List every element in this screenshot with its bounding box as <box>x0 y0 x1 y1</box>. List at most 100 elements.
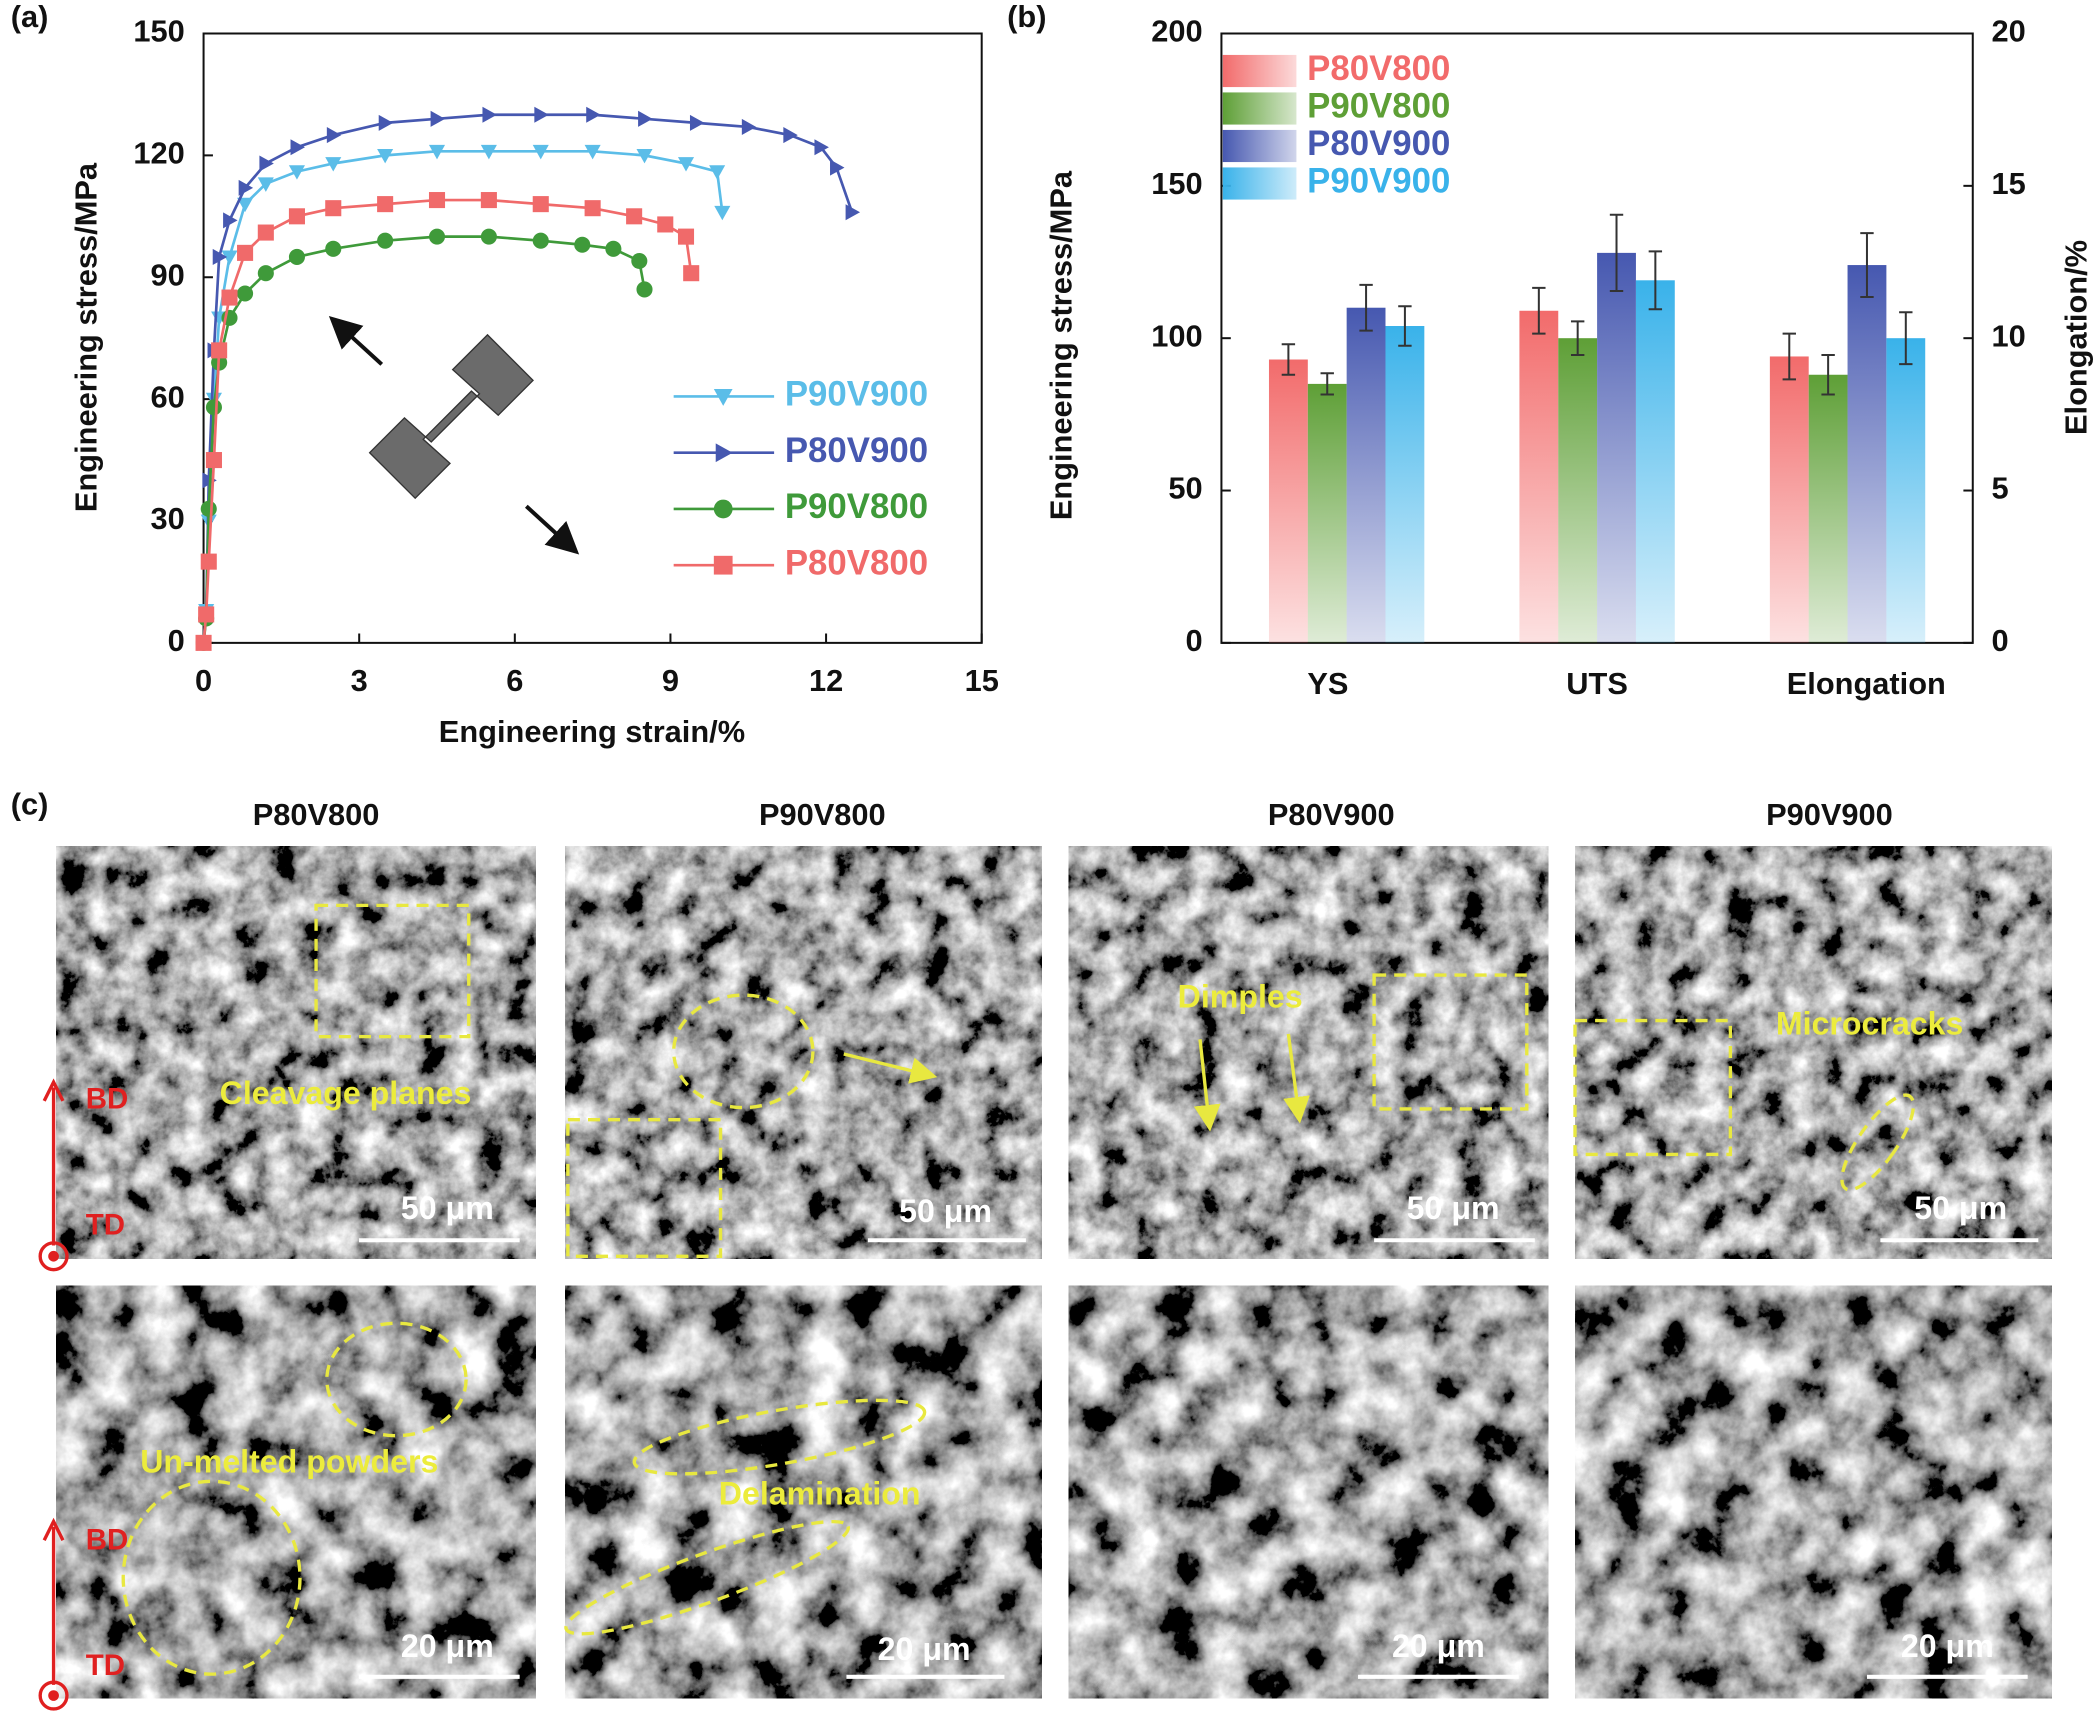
marker <box>715 443 733 463</box>
y2-tick-label: 20 <box>1992 14 2026 49</box>
error-bar <box>1281 343 1296 376</box>
marker <box>605 240 622 257</box>
panel-b: (b) Engineering stress/MPa Elongation/% … <box>1007 0 2094 701</box>
scale-bars <box>358 1238 2039 1679</box>
marker <box>205 452 222 469</box>
scale-label: 20 μm <box>1901 1628 1994 1664</box>
x-tick-label: 0 <box>195 663 212 698</box>
marker <box>257 177 274 192</box>
y-tick-label: 0 <box>1186 623 1203 658</box>
error-bar <box>1899 311 1913 366</box>
scale-label: 50 μm <box>1407 1190 1500 1226</box>
marker <box>534 106 549 123</box>
x-tick-label: UTS <box>1566 666 1628 701</box>
error-bar <box>1570 320 1585 356</box>
bar <box>1808 374 1848 643</box>
y-tick-label: 90 <box>151 257 185 292</box>
marker <box>237 285 254 302</box>
marker <box>325 157 342 172</box>
marker <box>198 606 215 623</box>
highlight-circle <box>1840 1093 1916 1192</box>
column-title: P80V900 <box>1268 797 1395 832</box>
marker <box>221 289 238 306</box>
marker <box>223 212 238 229</box>
legend-label: P80V800 <box>1307 49 1450 88</box>
marker <box>378 114 394 131</box>
arrow <box>328 316 384 366</box>
panel-a: (a) Engineering strain/% Engineering str… <box>11 0 999 749</box>
sem-image <box>56 1285 536 1699</box>
x-axis-label: Engineering strain/% <box>439 714 745 749</box>
marker <box>532 144 549 160</box>
marker <box>677 157 695 172</box>
bar <box>1847 265 1887 643</box>
x-tick-label: 3 <box>351 663 368 698</box>
marker <box>482 106 497 123</box>
direction-label: BD <box>86 1083 129 1116</box>
bar <box>1769 356 1809 643</box>
series-line <box>202 113 854 643</box>
sem-image <box>1575 1285 2052 1699</box>
error-bar <box>1359 283 1373 332</box>
marker <box>713 499 733 519</box>
y2-tick-label: 0 <box>1992 623 2009 658</box>
marker <box>741 118 757 135</box>
legend-label: P80V900 <box>1307 124 1450 163</box>
sem-image <box>56 846 536 1259</box>
marker <box>428 144 446 160</box>
marker <box>709 165 726 180</box>
marker <box>377 148 394 164</box>
annotation: Microcracks <box>1776 1005 1964 1041</box>
legend-label: P90V900 <box>1307 162 1450 201</box>
specimen-icon <box>368 333 534 500</box>
y-tick-label: 50 <box>1168 471 1202 506</box>
legend-swatch <box>1222 129 1297 163</box>
x-tick-label: 15 <box>965 663 999 698</box>
marker <box>259 155 274 172</box>
y-tick-label: 150 <box>133 14 184 49</box>
marker <box>626 208 643 225</box>
marker <box>200 500 217 517</box>
sem-image <box>1068 846 1549 1259</box>
marker <box>586 106 601 123</box>
marker <box>238 179 254 196</box>
panel-label: (a) <box>11 0 49 34</box>
marker <box>683 265 700 282</box>
highlight-circle <box>564 1519 851 1636</box>
marker <box>430 110 446 127</box>
column-title: P80V800 <box>253 797 380 832</box>
error-bar <box>1782 332 1796 381</box>
marker <box>532 196 549 213</box>
annotation: Un-melted powders <box>140 1443 438 1479</box>
marker <box>211 342 228 359</box>
marker <box>325 200 342 217</box>
marker <box>290 139 305 156</box>
marker <box>574 236 591 253</box>
scale-label: 50 μm <box>1914 1190 2007 1226</box>
scale-label: 50 μm <box>401 1190 494 1226</box>
bar <box>1886 338 1926 643</box>
y-tick-label: 200 <box>1151 14 1202 49</box>
marker <box>288 208 305 225</box>
y-tick-label: 120 <box>133 136 184 171</box>
column-title: P90V900 <box>1766 797 1893 832</box>
highlight-box <box>314 903 471 1039</box>
legend-swatch <box>1222 167 1297 200</box>
sem-image <box>1068 1285 1549 1699</box>
x-tick-label: Elongation <box>1787 666 1946 701</box>
panel-label: (c) <box>11 786 49 821</box>
y2-tick-label: 5 <box>1992 471 2009 506</box>
marker <box>257 265 274 282</box>
marker <box>288 248 305 265</box>
marker <box>636 281 653 298</box>
marker <box>480 228 497 245</box>
marker <box>638 110 653 127</box>
marker <box>326 127 342 144</box>
annotation: Cleavage planes <box>220 1075 472 1111</box>
marker <box>830 159 845 176</box>
bar <box>1307 383 1347 643</box>
marker <box>814 139 829 156</box>
marker <box>428 192 446 209</box>
legend-label: P90V800 <box>785 487 928 526</box>
